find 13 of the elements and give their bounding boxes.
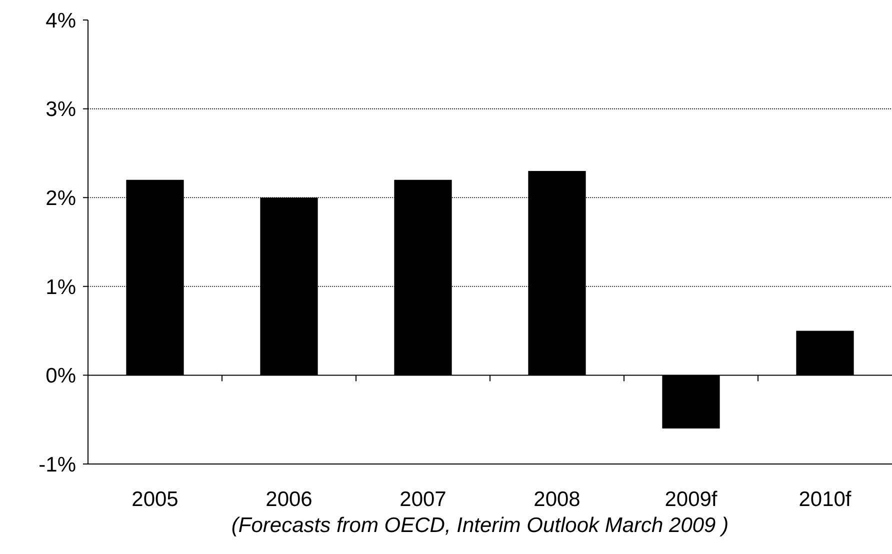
y-tick-label: -1% — [38, 453, 76, 476]
y-tick-label: 2% — [46, 186, 76, 210]
x-tick-label: 2006 — [266, 488, 312, 511]
y-tick-label: 3% — [46, 98, 76, 122]
x-tick-label: 2009f — [664, 488, 718, 511]
x-tick-label: 2007 — [400, 488, 446, 511]
y-tick-label: 1% — [46, 276, 76, 299]
y-tick-label: 4% — [46, 9, 76, 32]
y-tick-label: 0% — [46, 364, 76, 388]
x-tick-label: 2005 — [132, 488, 178, 511]
text: (Forecasts from OECD, Interim Outlook March 2009 ) — [231, 514, 729, 537]
x-tick-label: 2010f — [798, 488, 852, 511]
x-tick-label: 2008 — [534, 488, 580, 511]
